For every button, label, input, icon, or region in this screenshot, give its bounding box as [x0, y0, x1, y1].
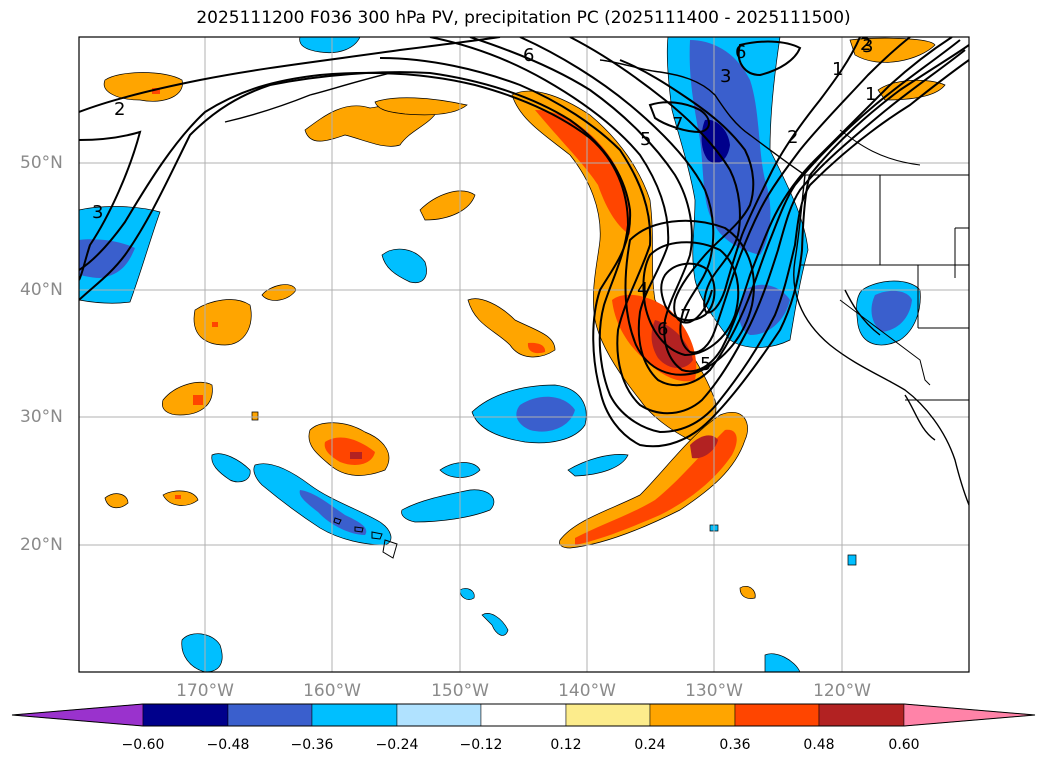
contour-label: 2: [860, 34, 871, 55]
state-borders: [800, 129, 969, 401]
contour-label: 3: [92, 202, 103, 223]
pv-contours: [79, 37, 969, 448]
lon-label: 130°W: [685, 681, 743, 701]
colorbar: [11, 703, 1036, 727]
colorbar-tick-label: 0.36: [719, 737, 751, 753]
contour-label: 1: [832, 59, 843, 80]
colorbar-tick-label: −0.36: [290, 737, 334, 753]
precip-positive-shading: [103, 37, 946, 599]
colorbar-cell: [142, 703, 229, 727]
contour-label: 6: [657, 319, 668, 340]
contour-label: 3: [862, 36, 873, 57]
colorbar-cell: [480, 703, 567, 727]
lon-label: 170°W: [176, 681, 234, 701]
colorbar-tick-label: 0.60: [888, 737, 920, 753]
contour-label: 3: [720, 66, 731, 87]
colorbar-cell: [311, 703, 398, 727]
colorbar-tick-label: −0.12: [459, 737, 503, 753]
map-frame: [78, 36, 970, 673]
lat-label: 30°N: [20, 407, 63, 427]
contour-label: 1: [865, 84, 876, 105]
contour-label: 2: [114, 99, 125, 120]
hawaii-islands: [333, 517, 398, 559]
colorbar-cell: [11, 703, 144, 727]
contour-label: 5: [700, 354, 711, 375]
contour-label: 6: [735, 42, 746, 63]
colorbar-tick-label: 0.24: [634, 737, 666, 753]
lon-label: 150°W: [431, 681, 489, 701]
colorbar-cell: [565, 703, 651, 727]
lon-label: 120°W: [813, 681, 871, 701]
contour-label: 4: [637, 279, 648, 300]
contour-label: 7: [680, 306, 691, 327]
contour-label: 7: [672, 114, 683, 135]
contour-label: 6: [523, 45, 534, 66]
contour-labels: 2 3 6 6 3 1 2 5 7 4 6 7 5 1 2 3: [92, 34, 876, 375]
colorbar-tick-label: −0.60: [121, 737, 165, 753]
colorbar-tick-label: 0.12: [550, 737, 582, 753]
colorbar-cell: [818, 703, 905, 727]
colorbar-cell: [734, 703, 820, 727]
lat-label: 40°N: [20, 280, 63, 300]
colorbar-tick-label: 0.48: [803, 737, 835, 753]
colorbar-tick-label: −0.48: [206, 737, 250, 753]
colorbar-cell: [227, 703, 313, 727]
contour-label: 2: [787, 127, 798, 148]
coastlines: [224, 59, 969, 506]
lat-label: 50°N: [20, 153, 63, 173]
colorbar-cell: [649, 703, 736, 727]
lat-label: 20°N: [20, 535, 63, 555]
map-title: 2025111200 F036 300 hPa PV, precipitatio…: [196, 8, 851, 28]
grid-lines: [79, 37, 969, 672]
contour-label: 5: [640, 129, 651, 150]
colorbar-tick-label: −0.24: [375, 737, 419, 753]
lon-label: 160°W: [303, 681, 361, 701]
lon-label: 140°W: [558, 681, 616, 701]
colorbar-cell: [396, 703, 482, 727]
colorbar-cell: [903, 703, 1036, 727]
